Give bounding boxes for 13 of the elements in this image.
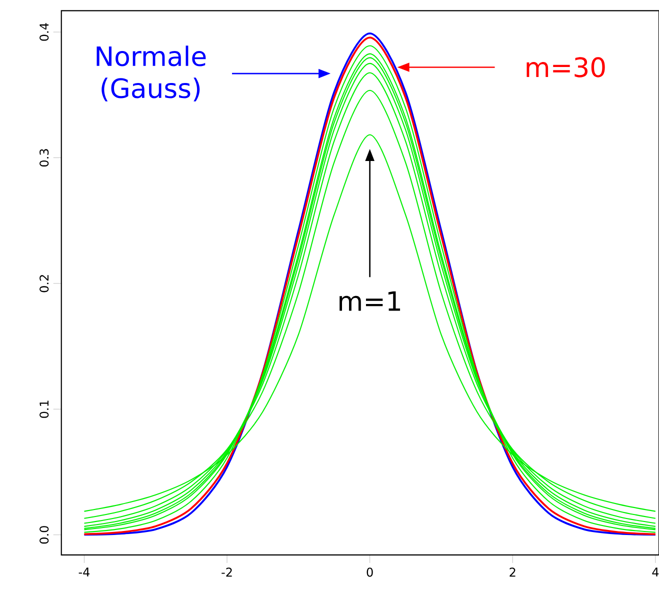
x-tick-label: 4 xyxy=(652,568,659,577)
x-tick-label: -4 xyxy=(78,568,90,577)
annotation: m=1 xyxy=(340,292,400,311)
x-tick-label: 2 xyxy=(510,568,516,577)
y-tick-label: 0.0 xyxy=(40,526,49,544)
x-tick-label: -2 xyxy=(222,568,232,577)
annotation: m=30 xyxy=(526,57,605,78)
x-tick-label: 0 xyxy=(366,568,373,577)
y-tick-label: 0.1 xyxy=(40,400,49,418)
y-tick-label: 0.3 xyxy=(40,149,49,167)
annotation: Normale (Gauss) xyxy=(96,46,206,102)
y-tick-label: 0.2 xyxy=(40,275,49,292)
y-tick-label: 0.4 xyxy=(40,23,49,41)
